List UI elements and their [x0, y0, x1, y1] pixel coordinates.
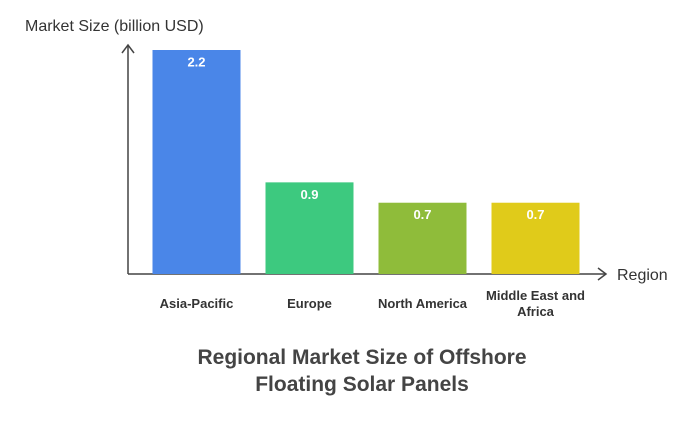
x-tick-label: North America: [377, 296, 468, 311]
x-tick-label: Asia-Pacific: [159, 296, 234, 311]
y-axis-label: Market Size (billion USD): [25, 18, 204, 35]
value-label: 0.9: [300, 187, 318, 202]
chart-title: Regional Market Size of Offshore Floatin…: [197, 346, 527, 396]
x-axis-label: Region: [617, 267, 668, 284]
value-label: 0.7: [526, 207, 544, 222]
y-axis-arrow: [121, 43, 135, 54]
value-label: 2.2: [187, 54, 205, 69]
x-tick-label: Europe: [287, 296, 332, 311]
bar: [152, 50, 241, 274]
bar: [491, 202, 580, 274]
x-tick-label: Middle East and Africa: [486, 288, 585, 319]
bar: [378, 202, 467, 274]
x-axis-arrow: [597, 267, 608, 281]
bar: [265, 182, 354, 274]
value-label: 0.7: [413, 207, 431, 222]
